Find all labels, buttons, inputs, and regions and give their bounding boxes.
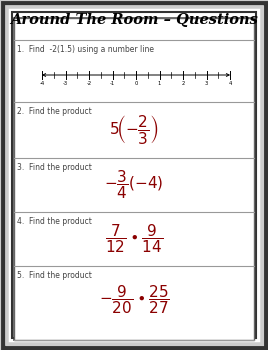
- Text: 0: 0: [134, 81, 138, 86]
- Text: Around The Room – Questions: Around The Room – Questions: [10, 13, 258, 27]
- Text: -2: -2: [86, 81, 92, 86]
- Text: 2.  Find the product: 2. Find the product: [17, 107, 92, 116]
- Text: 1: 1: [158, 81, 161, 86]
- Text: 5.  Find the product: 5. Find the product: [17, 271, 92, 280]
- Text: -4: -4: [39, 81, 45, 86]
- Text: $5\!\left(-\dfrac{2}{3}\right)$: $5\!\left(-\dfrac{2}{3}\right)$: [109, 113, 159, 147]
- Bar: [14, 18, 254, 340]
- Text: $-\dfrac{9}{20} \bullet \dfrac{25}{27}$: $-\dfrac{9}{20} \bullet \dfrac{25}{27}$: [99, 284, 169, 316]
- Text: -3: -3: [63, 81, 68, 86]
- Text: $-\dfrac{3}{4}\left(-4\right)$: $-\dfrac{3}{4}\left(-4\right)$: [104, 169, 164, 201]
- Text: 3: 3: [205, 81, 208, 86]
- Text: $\dfrac{7}{12} \bullet \dfrac{9}{14}$: $\dfrac{7}{12} \bullet \dfrac{9}{14}$: [105, 223, 163, 256]
- Text: 3.  Find the product: 3. Find the product: [17, 163, 92, 172]
- Text: 1.  Find  -2(1.5) using a number line: 1. Find -2(1.5) using a number line: [17, 45, 154, 54]
- Bar: [14, 18, 254, 340]
- Text: 4: 4: [228, 81, 232, 86]
- Text: 2: 2: [181, 81, 185, 86]
- Text: -1: -1: [110, 81, 115, 86]
- Bar: [14, 18, 254, 340]
- Text: 4.  Find the product: 4. Find the product: [17, 217, 92, 226]
